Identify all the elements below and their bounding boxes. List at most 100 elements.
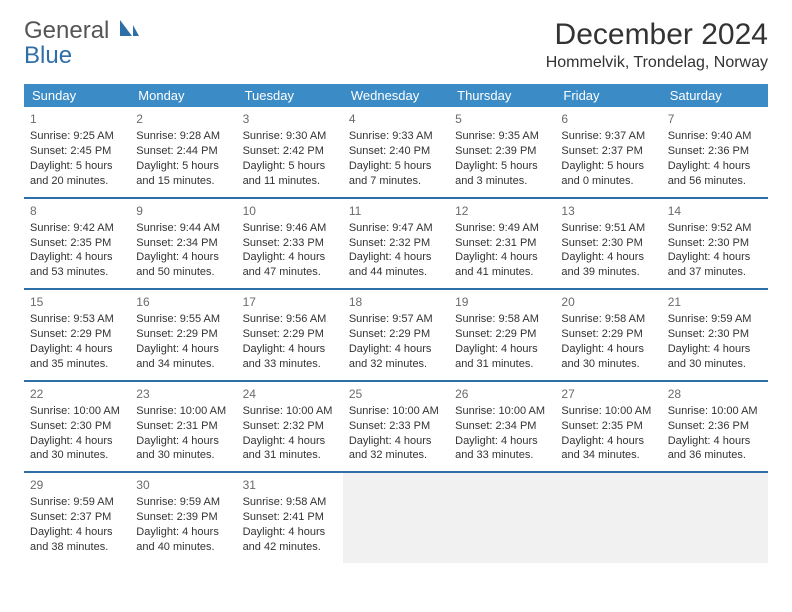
sunset-text: Sunset: 2:36 PM <box>668 144 762 159</box>
sunset-text: Sunset: 2:32 PM <box>349 236 443 251</box>
calendar-day-cell: 3Sunrise: 9:30 AMSunset: 2:42 PMDaylight… <box>237 107 343 198</box>
daylight-text: Daylight: 4 hours <box>561 250 655 265</box>
sunrise-text: Sunrise: 10:00 AM <box>243 404 337 419</box>
sunset-text: Sunset: 2:30 PM <box>561 236 655 251</box>
sunrise-text: Sunrise: 9:59 AM <box>668 312 762 327</box>
daylight-text: Daylight: 5 hours <box>136 159 230 174</box>
page-header: General Blue December 2024 Hommelvik, Tr… <box>24 18 768 72</box>
calendar-day-cell <box>662 472 768 563</box>
calendar-day-cell: 30Sunrise: 9:59 AMSunset: 2:39 PMDayligh… <box>130 472 236 563</box>
calendar-day-cell: 24Sunrise: 10:00 AMSunset: 2:32 PMDaylig… <box>237 381 343 473</box>
sunset-text: Sunset: 2:40 PM <box>349 144 443 159</box>
daylight-text: Daylight: 4 hours <box>30 342 124 357</box>
sunset-text: Sunset: 2:44 PM <box>136 144 230 159</box>
calendar-day-cell: 28Sunrise: 10:00 AMSunset: 2:36 PMDaylig… <box>662 381 768 473</box>
day-number: 12 <box>455 203 549 219</box>
sunrise-text: Sunrise: 9:52 AM <box>668 221 762 236</box>
calendar-day-cell: 17Sunrise: 9:56 AMSunset: 2:29 PMDayligh… <box>237 289 343 381</box>
day-number: 7 <box>668 111 762 127</box>
calendar-day-cell <box>449 472 555 563</box>
daylight-text: and 7 minutes. <box>349 174 443 189</box>
sunrise-text: Sunrise: 9:49 AM <box>455 221 549 236</box>
daylight-text: and 0 minutes. <box>561 174 655 189</box>
calendar-day-cell <box>343 472 449 563</box>
day-number: 30 <box>136 477 230 493</box>
daylight-text: Daylight: 4 hours <box>243 250 337 265</box>
sunrise-text: Sunrise: 10:00 AM <box>136 404 230 419</box>
daylight-text: and 3 minutes. <box>455 174 549 189</box>
sunrise-text: Sunrise: 9:28 AM <box>136 129 230 144</box>
daylight-text: and 34 minutes. <box>561 448 655 463</box>
day-number: 6 <box>561 111 655 127</box>
calendar-day-cell: 2Sunrise: 9:28 AMSunset: 2:44 PMDaylight… <box>130 107 236 198</box>
logo: General Blue <box>24 18 140 68</box>
calendar-day-cell: 12Sunrise: 9:49 AMSunset: 2:31 PMDayligh… <box>449 198 555 290</box>
calendar-day-cell: 5Sunrise: 9:35 AMSunset: 2:39 PMDaylight… <box>449 107 555 198</box>
sunrise-text: Sunrise: 9:37 AM <box>561 129 655 144</box>
title-block: December 2024 Hommelvik, Trondelag, Norw… <box>546 18 768 72</box>
daylight-text: and 34 minutes. <box>136 357 230 372</box>
weekday-header: Saturday <box>662 84 768 107</box>
weekday-header-row: Sunday Monday Tuesday Wednesday Thursday… <box>24 84 768 107</box>
sunrise-text: Sunrise: 9:40 AM <box>668 129 762 144</box>
day-number: 22 <box>30 386 124 402</box>
day-number: 20 <box>561 294 655 310</box>
calendar-day-cell: 10Sunrise: 9:46 AMSunset: 2:33 PMDayligh… <box>237 198 343 290</box>
daylight-text: and 40 minutes. <box>136 540 230 555</box>
sunset-text: Sunset: 2:35 PM <box>561 419 655 434</box>
location-text: Hommelvik, Trondelag, Norway <box>546 54 768 72</box>
day-number: 15 <box>30 294 124 310</box>
day-number: 3 <box>243 111 337 127</box>
sunrise-text: Sunrise: 9:58 AM <box>455 312 549 327</box>
weekday-header: Sunday <box>24 84 130 107</box>
day-number: 21 <box>668 294 762 310</box>
daylight-text: Daylight: 4 hours <box>455 250 549 265</box>
month-title: December 2024 <box>546 18 768 52</box>
sunrise-text: Sunrise: 9:57 AM <box>349 312 443 327</box>
sunrise-text: Sunrise: 9:58 AM <box>561 312 655 327</box>
sunset-text: Sunset: 2:45 PM <box>30 144 124 159</box>
day-number: 5 <box>455 111 549 127</box>
calendar-day-cell: 31Sunrise: 9:58 AMSunset: 2:41 PMDayligh… <box>237 472 343 563</box>
day-number: 17 <box>243 294 337 310</box>
weekday-header: Tuesday <box>237 84 343 107</box>
logo-sail-icon <box>118 18 140 43</box>
daylight-text: Daylight: 4 hours <box>136 250 230 265</box>
daylight-text: and 33 minutes. <box>455 448 549 463</box>
calendar-day-cell: 6Sunrise: 9:37 AMSunset: 2:37 PMDaylight… <box>555 107 661 198</box>
sunrise-text: Sunrise: 9:44 AM <box>136 221 230 236</box>
daylight-text: Daylight: 4 hours <box>668 434 762 449</box>
day-number: 9 <box>136 203 230 219</box>
calendar-day-cell: 26Sunrise: 10:00 AMSunset: 2:34 PMDaylig… <box>449 381 555 473</box>
daylight-text: Daylight: 4 hours <box>349 434 443 449</box>
calendar-day-cell: 7Sunrise: 9:40 AMSunset: 2:36 PMDaylight… <box>662 107 768 198</box>
sunset-text: Sunset: 2:31 PM <box>136 419 230 434</box>
weekday-header: Friday <box>555 84 661 107</box>
daylight-text: and 39 minutes. <box>561 265 655 280</box>
daylight-text: and 41 minutes. <box>455 265 549 280</box>
weekday-header: Thursday <box>449 84 555 107</box>
sunset-text: Sunset: 2:34 PM <box>136 236 230 251</box>
daylight-text: Daylight: 4 hours <box>561 342 655 357</box>
calendar-day-cell: 21Sunrise: 9:59 AMSunset: 2:30 PMDayligh… <box>662 289 768 381</box>
sunset-text: Sunset: 2:29 PM <box>455 327 549 342</box>
sunrise-text: Sunrise: 9:30 AM <box>243 129 337 144</box>
sunset-text: Sunset: 2:30 PM <box>668 236 762 251</box>
day-number: 24 <box>243 386 337 402</box>
day-number: 11 <box>349 203 443 219</box>
daylight-text: and 47 minutes. <box>243 265 337 280</box>
daylight-text: Daylight: 4 hours <box>455 342 549 357</box>
calendar-day-cell: 19Sunrise: 9:58 AMSunset: 2:29 PMDayligh… <box>449 289 555 381</box>
sunset-text: Sunset: 2:29 PM <box>243 327 337 342</box>
sunrise-text: Sunrise: 9:46 AM <box>243 221 337 236</box>
sunset-text: Sunset: 2:30 PM <box>30 419 124 434</box>
daylight-text: and 56 minutes. <box>668 174 762 189</box>
daylight-text: Daylight: 5 hours <box>243 159 337 174</box>
day-number: 18 <box>349 294 443 310</box>
sunset-text: Sunset: 2:41 PM <box>243 510 337 525</box>
daylight-text: and 31 minutes. <box>243 448 337 463</box>
calendar-day-cell: 8Sunrise: 9:42 AMSunset: 2:35 PMDaylight… <box>24 198 130 290</box>
calendar-week-row: 8Sunrise: 9:42 AMSunset: 2:35 PMDaylight… <box>24 198 768 290</box>
calendar-day-cell: 13Sunrise: 9:51 AMSunset: 2:30 PMDayligh… <box>555 198 661 290</box>
daylight-text: Daylight: 4 hours <box>243 525 337 540</box>
